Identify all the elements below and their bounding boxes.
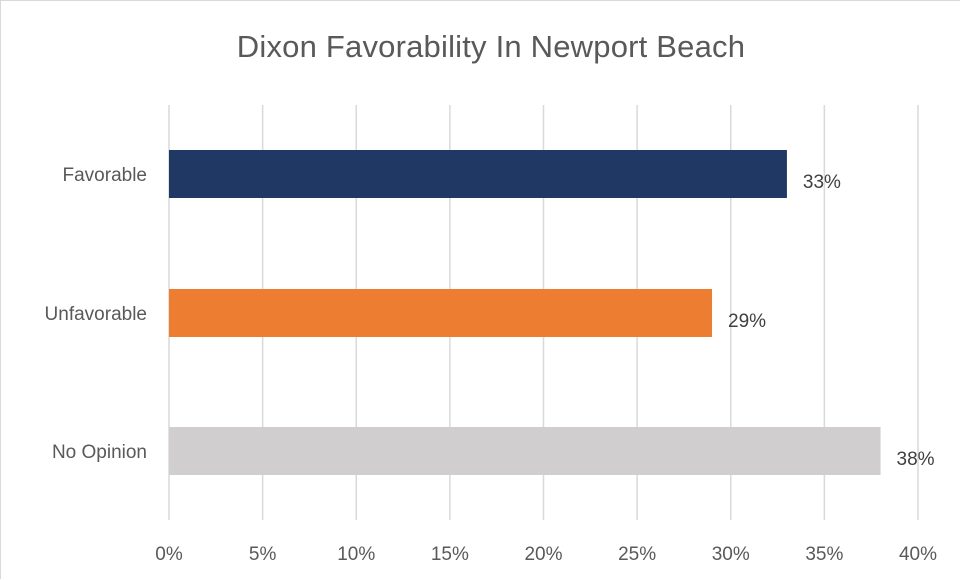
bar-unfavorable [169,289,713,337]
x-tick-label: 0% [155,544,183,565]
data-label: 33% [803,172,841,193]
x-tick-label: 10% [337,544,375,565]
x-tick-label: 25% [618,544,656,565]
x-tick-label: 40% [899,544,937,565]
bars [169,150,881,475]
x-tick-label: 5% [249,544,277,565]
bar-favorable [169,150,787,198]
bar-no-opinion [169,427,881,475]
data-label: 29% [728,311,766,332]
x-tick-label: 20% [524,544,562,565]
x-tick-label: 30% [712,544,750,565]
x-tick-label: 15% [431,544,469,565]
labels: 0% 5% 10% 15% 20% 25% 30% 35% 40% Favorable 33% Unf… [45,165,938,565]
category-label: No Opinion [52,442,147,463]
category-label: Favorable [63,165,148,186]
x-tick-label: 35% [805,544,843,565]
data-label: 38% [897,449,935,470]
category-label: Unfavorable [45,304,147,325]
chart-title: Dixon Favorability In Newport Beach [236,29,746,64]
